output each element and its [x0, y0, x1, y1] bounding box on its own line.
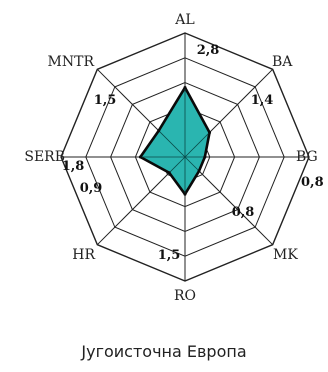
- axis-label-bg: BG: [296, 149, 318, 165]
- series-spoke: [184, 132, 210, 158]
- data-point: [208, 130, 212, 134]
- data-point: [203, 155, 207, 159]
- data-point: [183, 192, 187, 196]
- axis-label-hr: HR: [72, 247, 95, 263]
- value-label-mk: 0,8: [232, 205, 255, 220]
- value-label-ro: 1,5: [158, 248, 181, 263]
- axis-labels: AL BA BG MK RO HR SERB MNTR: [24, 12, 317, 304]
- axis-label-serb: SERB: [24, 149, 65, 165]
- series-area: [139, 86, 211, 196]
- value-label-mntr: 1,5: [94, 93, 117, 108]
- axis-label-ba: BA: [272, 54, 293, 70]
- value-label-bg: 0,8: [301, 175, 324, 190]
- value-label-serb: 1,8: [62, 159, 85, 174]
- value-label-al: 2,8: [197, 43, 220, 58]
- data-point: [167, 171, 171, 175]
- series-spoke: [158, 130, 186, 158]
- value-label-ba: 1,4: [251, 93, 274, 108]
- data-point: [138, 155, 142, 159]
- axis-label-mntr: MNTR: [48, 54, 95, 70]
- chart-caption: Југоисточна Европа: [81, 342, 247, 361]
- axis-label-ro: RO: [174, 288, 196, 304]
- series-spoke: [168, 156, 186, 174]
- axis-label-mk: MK: [273, 247, 298, 263]
- series-spoke: [184, 156, 200, 172]
- value-labels: 2,8 1,4 0,8 0,8 1,5 0,9 1,8 1,5: [62, 43, 324, 263]
- radar-series: [138, 86, 212, 196]
- data-point: [183, 86, 187, 90]
- value-label-hr: 0,9: [80, 181, 103, 196]
- data-point: [157, 129, 161, 133]
- axis-label-al: AL: [174, 12, 194, 28]
- data-point: [197, 169, 201, 173]
